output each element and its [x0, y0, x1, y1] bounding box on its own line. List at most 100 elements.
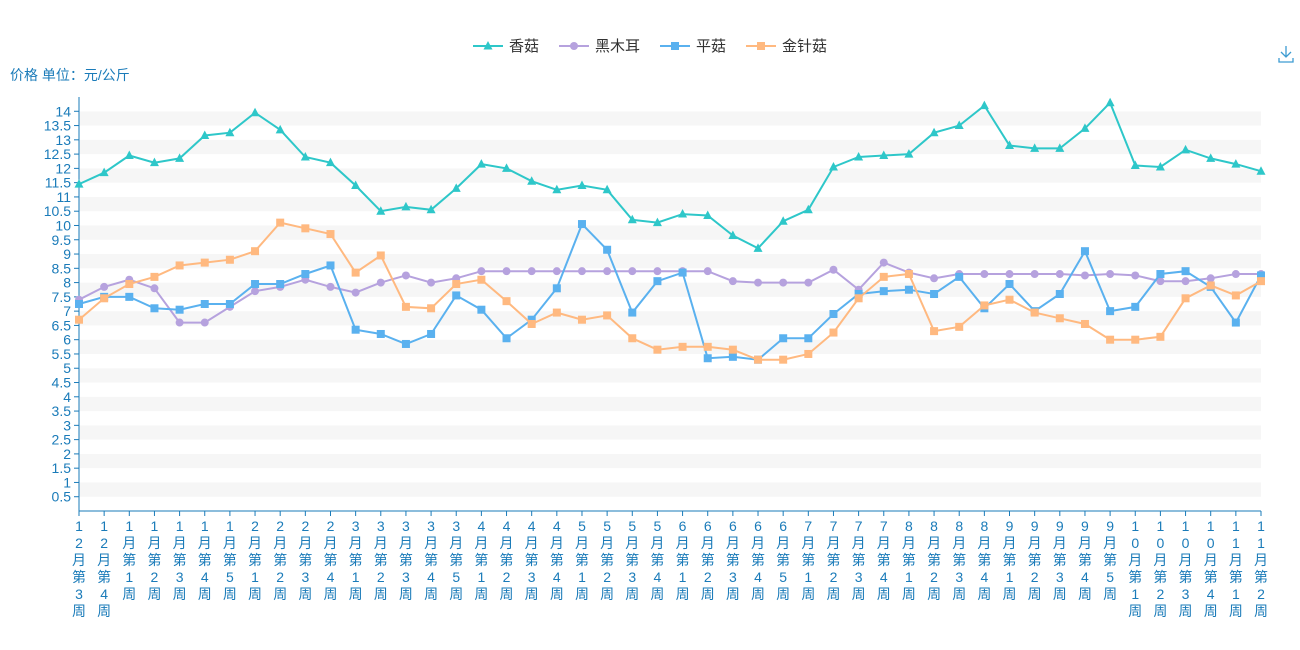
data-point — [779, 278, 788, 287]
data-point — [753, 243, 763, 252]
data-point — [904, 285, 913, 294]
grid-band — [79, 325, 1261, 340]
data-point — [100, 282, 109, 291]
legend-item[interactable]: 香菇 — [473, 38, 539, 55]
data-point — [703, 210, 713, 219]
data-point — [1055, 270, 1064, 279]
x-tick-label: 4 月第 3 周 — [525, 518, 539, 602]
data-point — [754, 355, 763, 364]
data-point — [980, 301, 989, 310]
data-point — [879, 287, 888, 296]
data-point — [452, 291, 461, 300]
y-tick-label: 9.5 — [52, 232, 72, 248]
data-point — [653, 267, 662, 276]
data-point — [502, 334, 511, 343]
data-point — [502, 267, 511, 276]
x-tick-label: 8 月第 1 周 — [902, 518, 916, 602]
legend-item[interactable]: 黑木耳 — [559, 38, 640, 55]
data-point — [1005, 140, 1015, 150]
legend-item[interactable]: 金针菇 — [746, 38, 827, 55]
data-point — [955, 322, 964, 331]
x-tick-label: 1 1 月第 2 周 — [1254, 518, 1268, 619]
x-tick-label: 6 月第 3 周 — [726, 518, 740, 602]
data-point — [703, 354, 712, 363]
data-point — [653, 277, 662, 286]
data-point — [552, 284, 561, 293]
data-point — [225, 127, 235, 137]
data-point — [628, 308, 637, 317]
x-tick-label: 7 月第 4 周 — [877, 518, 891, 602]
x-tick-label: 1 月第 1 周 — [122, 518, 136, 602]
data-point — [1131, 271, 1140, 280]
data-point — [779, 355, 788, 364]
data-point — [1005, 280, 1014, 289]
data-point — [728, 277, 737, 286]
x-tick-label: 2 月第 2 周 — [273, 518, 287, 602]
data-point — [326, 230, 335, 239]
x-tick-label: 7 月第 3 周 — [852, 518, 866, 602]
grid-band — [79, 425, 1261, 440]
data-point — [376, 329, 385, 338]
data-point — [74, 179, 84, 188]
series-平菇 — [75, 220, 1265, 364]
data-point — [100, 294, 109, 303]
data-point — [1155, 161, 1165, 171]
y-tick-label: 1.5 — [52, 460, 72, 476]
data-point — [251, 247, 260, 256]
data-point — [251, 280, 260, 289]
data-point — [1181, 294, 1190, 303]
data-point — [603, 267, 612, 276]
x-tick-label: 9 月第 1 周 — [1003, 518, 1017, 602]
data-point — [828, 161, 838, 171]
data-point — [502, 297, 511, 306]
legend-item[interactable]: 平菇 — [660, 38, 726, 55]
x-tick-label: 6 月第 1 周 — [676, 518, 690, 602]
x-tick-label: 5 月第 2 周 — [600, 518, 614, 602]
data-point — [326, 261, 335, 270]
grid-band — [79, 182, 1261, 197]
data-point — [251, 287, 260, 296]
data-point — [527, 315, 536, 324]
data-point — [1055, 290, 1064, 299]
grid-band — [79, 382, 1261, 397]
data-point — [1106, 307, 1115, 316]
data-point — [325, 157, 335, 167]
data-point — [603, 245, 612, 254]
legend-swatch-marker — [570, 42, 578, 50]
y-tick-label: 6.5 — [52, 317, 72, 333]
grid-band — [79, 125, 1261, 140]
data-point — [225, 255, 234, 264]
data-point — [678, 342, 687, 351]
data-point — [99, 167, 109, 177]
x-tick-label: 6 月第 4 周 — [751, 518, 765, 602]
data-point — [175, 305, 184, 314]
data-point — [451, 183, 461, 192]
data-point — [175, 318, 184, 327]
y-tick-label: 11.5 — [45, 175, 71, 191]
legend-swatch-marker — [671, 42, 679, 50]
data-point — [979, 100, 989, 110]
data-point — [150, 284, 159, 293]
data-point — [577, 267, 586, 276]
data-point — [552, 308, 561, 317]
data-point — [954, 120, 964, 130]
download-icon[interactable] — [1278, 46, 1294, 63]
data-point — [1080, 319, 1089, 328]
chart-legend[interactable]: 香菇 黑木耳 平菇 金针菇 — [473, 38, 827, 55]
data-point — [1055, 143, 1065, 152]
data-point — [1206, 153, 1216, 162]
x-tick-label: 3 月第 1 周 — [349, 518, 363, 602]
x-tick-label: 4 月第 4 周 — [550, 518, 564, 602]
y-tick-label: 12.5 — [44, 146, 71, 162]
data-point — [804, 334, 813, 343]
grid-band — [79, 254, 1261, 269]
data-point — [703, 267, 712, 276]
x-tick-label: 5 月第 3 周 — [625, 518, 639, 602]
y-tick-label: 7 — [63, 303, 71, 319]
data-point — [1030, 143, 1040, 152]
grid-band — [79, 154, 1261, 169]
grid-band — [79, 268, 1261, 283]
data-point — [351, 325, 360, 334]
grid-band — [79, 368, 1261, 383]
